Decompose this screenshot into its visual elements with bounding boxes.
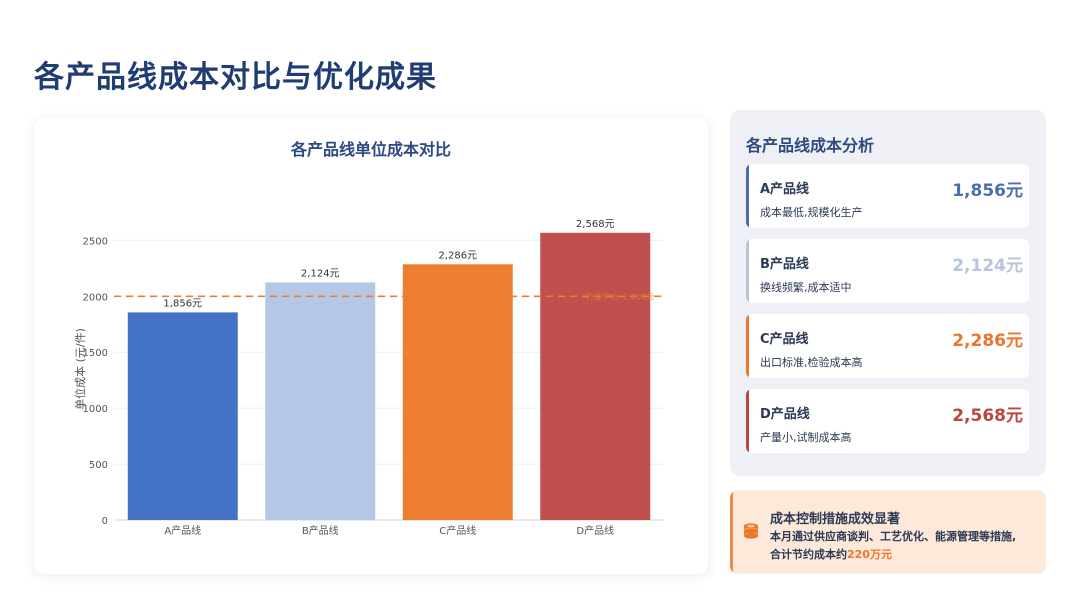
- y-tick-label: 1000: [83, 404, 108, 415]
- product-value: 2,286元: [952, 331, 1023, 351]
- summary-line-2: 合计节约成本约220万元: [770, 546, 1040, 564]
- summary-accent-bar: [730, 490, 733, 574]
- chart-title: 各产品线单位成本对比: [290, 140, 451, 159]
- summary-line-1: 本月通过供应商谈判、工艺优化、能源管理等措施,: [770, 530, 1017, 543]
- cost-analysis-panel: 各产品线成本分析 A产品线 成本最低,规模化生产 1,856元 B产品线 换线频…: [730, 110, 1046, 476]
- summary-title: 成本控制措施成效显著: [770, 512, 901, 527]
- x-tick-label: C产品线: [439, 524, 476, 537]
- product-name: A产品线: [760, 182, 810, 197]
- coins-icon: [744, 523, 758, 539]
- product-name: C产品线: [760, 332, 809, 347]
- y-axis-label: 单位成本 (元/件): [73, 328, 87, 410]
- product-desc: 产量小,试制成本高: [760, 431, 852, 444]
- summary-line-2-prefix: 合计节约成本约: [770, 548, 847, 561]
- x-tick-label: B产品线: [302, 524, 339, 537]
- product-card-d: D产品线 产量小,试制成本高 2,568元: [746, 389, 1029, 453]
- product-name: B产品线: [760, 257, 809, 272]
- data-label: 2,568元: [576, 219, 615, 230]
- reference-line-label: 行业平均: 2,000元: [586, 291, 654, 301]
- x-tick-label: A产品线: [164, 524, 201, 537]
- bar: [127, 312, 238, 520]
- bar: [540, 232, 651, 520]
- y-tick-label: 500: [89, 460, 108, 471]
- product-desc: 成本最低,规模化生产: [760, 206, 863, 219]
- bar: [402, 264, 513, 520]
- accent-bar: [746, 389, 749, 453]
- product-card-b: B产品线 换线频繁,成本适中 2,124元: [746, 239, 1029, 303]
- product-card-c: C产品线 出口标准,检验成本高 2,286元: [746, 314, 1029, 378]
- summary-text: 本月通过供应商谈判、工艺优化、能源管理等措施, 合计节约成本约220万元: [770, 528, 1040, 564]
- data-label: 2,124元: [301, 268, 340, 279]
- data-label: 1,856元: [163, 298, 202, 309]
- y-tick-label: 2000: [83, 292, 108, 303]
- y-tick-label: 2500: [83, 236, 108, 247]
- y-tick-label: 1500: [83, 348, 108, 359]
- analysis-title: 各产品线成本分析: [746, 136, 875, 155]
- bar: [265, 282, 376, 520]
- product-desc: 出口标准,检验成本高: [760, 356, 863, 369]
- page-title: 各产品线成本对比与优化成果: [34, 60, 437, 95]
- product-desc: 换线频繁,成本适中: [760, 281, 852, 294]
- product-value: 2,568元: [952, 406, 1023, 426]
- summary-box: 成本控制措施成效显著 本月通过供应商谈判、工艺优化、能源管理等措施, 合计节约成…: [730, 490, 1046, 574]
- product-name: D产品线: [760, 407, 810, 422]
- product-value: 2,124元: [952, 256, 1023, 276]
- chart-card: 各产品线单位成本对比 0 500 1000 1500 2000 2500 单位成本 (元/件…: [34, 118, 708, 574]
- product-card-a: A产品线 成本最低,规模化生产 1,856元: [746, 164, 1029, 228]
- accent-bar: [746, 239, 749, 303]
- accent-bar: [746, 164, 749, 228]
- x-tick-label: D产品线: [576, 524, 614, 537]
- bar-chart: 0 500 1000 1500 2000 2500 单位成本 (元/件) 1,856元 A产品线…: [73, 219, 664, 537]
- savings-amount: 220万元: [847, 548, 892, 561]
- data-label: 2,286元: [438, 250, 477, 261]
- y-tick-label: 0: [102, 516, 108, 527]
- product-value: 1,856元: [952, 181, 1023, 201]
- accent-bar: [746, 314, 749, 378]
